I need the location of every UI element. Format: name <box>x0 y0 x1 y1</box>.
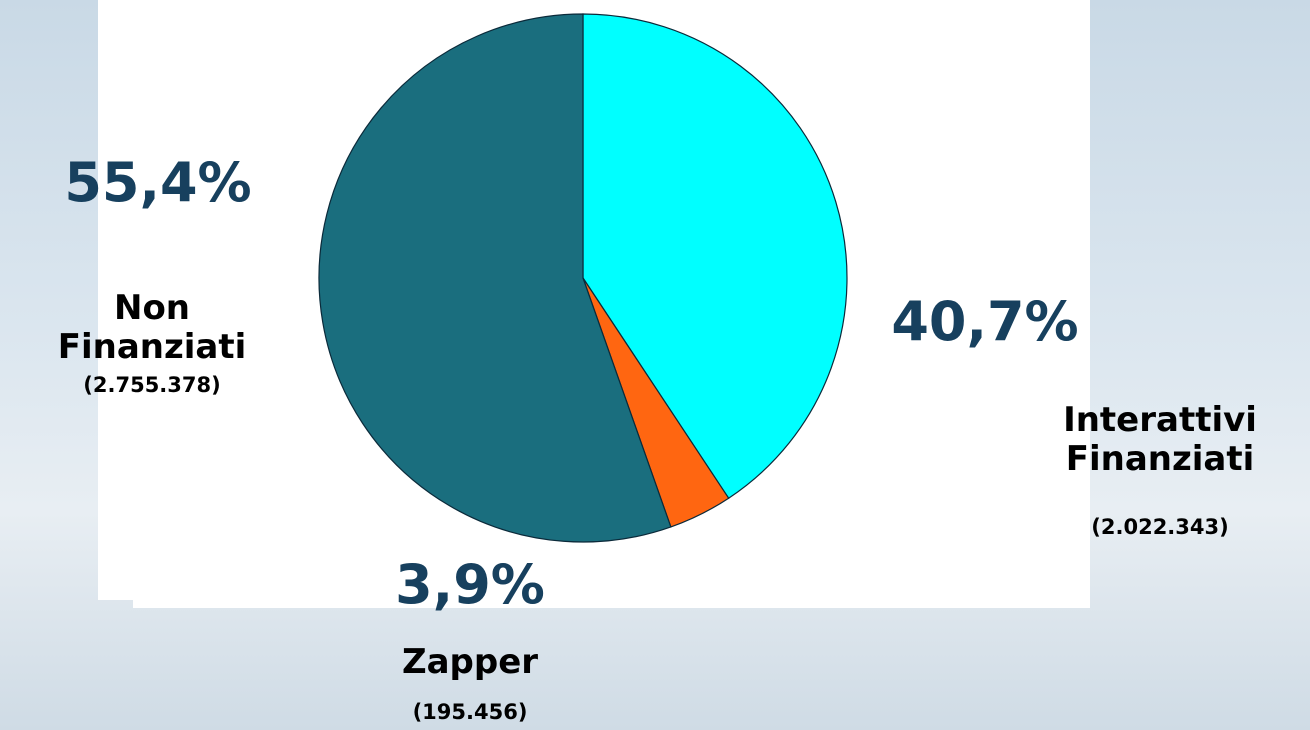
detail-label: (195.456) <box>412 700 528 724</box>
detail-label: (2.755.378) <box>83 373 221 397</box>
category-label: Non Finanziati <box>57 288 247 368</box>
value-label: 55,4% <box>64 151 252 214</box>
category-label: Zapper <box>401 641 539 682</box>
value-label: 40,7% <box>891 290 1079 353</box>
pie-slice <box>318 13 672 543</box>
category-label: Interattivi Finanziati <box>1063 400 1257 480</box>
detail-label: (2.022.343) <box>1091 515 1229 539</box>
value-label: 3,9% <box>395 553 545 616</box>
